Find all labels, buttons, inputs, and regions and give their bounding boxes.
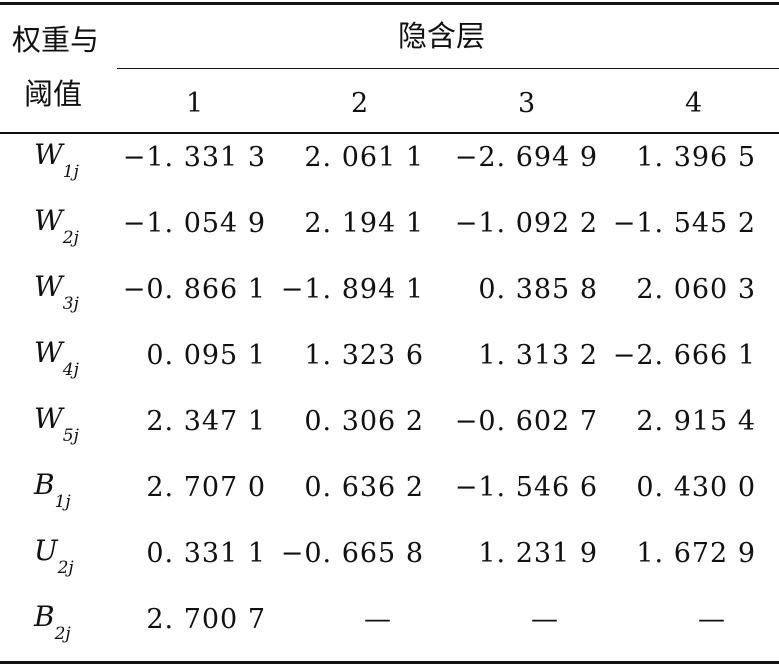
table-cell: −1. 054 9 [122, 208, 266, 239]
table-cell: 0. 430 0 [636, 472, 756, 503]
row-label-subscript: 2j [57, 557, 74, 578]
table-row: B2j 2. 700 7 — — — [0, 596, 779, 662]
header-span-rule [117, 68, 779, 69]
table-cell: 1. 323 6 [304, 340, 424, 371]
column-header-1: 1 [186, 88, 204, 119]
row-label-symbol: W [34, 138, 63, 171]
row-label-subscript: 4j [62, 359, 79, 380]
table-top-rule [0, 2, 779, 5]
row-label: W3j [34, 270, 79, 314]
table-bottom-rule [0, 661, 779, 664]
row-label: W5j [34, 402, 79, 446]
table-cell: −1. 546 6 [454, 472, 598, 503]
row-label: B1j [34, 468, 71, 512]
row-label-subscript: 5j [62, 425, 79, 446]
table-cell: 2. 707 0 [146, 472, 266, 503]
table-row: W3j −0. 866 1 −1. 894 1 0. 385 8 2. 060 3 [0, 266, 779, 332]
table-row: W2j −1. 054 9 2. 194 1 −1. 092 2 −1. 545 2 [0, 200, 779, 266]
row-label: W2j [34, 204, 79, 248]
row-header-line2: 阈值 [24, 77, 83, 111]
table-cell: −1. 331 3 [122, 142, 266, 173]
row-label-symbol: B [34, 468, 55, 501]
row-label: U2j [34, 534, 74, 578]
table-row: W5j 2. 347 1 0. 306 2 −0. 602 7 2. 915 4 [0, 398, 779, 464]
table-cell: — [698, 604, 726, 635]
table-cell: 2. 061 1 [304, 142, 424, 173]
table-cell: −2. 666 1 [612, 340, 756, 371]
row-label-subscript: 2j [62, 227, 79, 248]
row-label-symbol: W [34, 336, 63, 369]
column-header-3: 3 [518, 88, 536, 119]
table-cell: 1. 313 2 [478, 340, 598, 371]
table-row: U2j 0. 331 1 −0. 665 8 1. 231 9 1. 672 9 [0, 530, 779, 596]
row-label: W1j [34, 138, 79, 182]
table-cell: −1. 092 2 [454, 208, 598, 239]
row-label-symbol: W [34, 270, 63, 303]
table-cell: 1. 396 5 [636, 142, 756, 173]
table-cell: 2. 347 1 [146, 406, 266, 437]
row-label: W4j [34, 336, 79, 380]
row-label-symbol: W [34, 402, 63, 435]
row-label: B2j [34, 600, 71, 644]
hidden-layer-header: 隐含层 [398, 19, 486, 53]
row-label-subscript: 3j [62, 293, 79, 314]
table-cell: 0. 306 2 [304, 406, 424, 437]
table-cell: −1. 894 1 [280, 274, 424, 305]
table-row: W1j −1. 331 3 2. 061 1 −2. 694 9 1. 396 5 [0, 134, 779, 200]
table-cell: −0. 665 8 [280, 538, 424, 569]
table-cell: 0. 095 1 [146, 340, 266, 371]
table-cell: 0. 636 2 [304, 472, 424, 503]
table-row: B1j 2. 707 0 0. 636 2 −1. 546 6 0. 430 0 [0, 464, 779, 530]
table-cell: 2. 700 7 [146, 604, 266, 635]
table-cell: 1. 231 9 [478, 538, 598, 569]
row-label-subscript: 2j [54, 623, 71, 644]
table-cell: 2. 194 1 [304, 208, 424, 239]
table-cell: −0. 866 1 [122, 274, 266, 305]
row-label-subscript: 1j [62, 161, 79, 182]
table-cell: 0. 331 1 [146, 538, 266, 569]
table-cell: 1. 672 9 [636, 538, 756, 569]
table-cell: 0. 385 8 [478, 274, 598, 305]
header-bottom-rule [0, 132, 779, 134]
row-label-symbol: W [34, 204, 63, 237]
table-cell: −1. 545 2 [612, 208, 756, 239]
table-cell: −2. 694 9 [454, 142, 598, 173]
table-cell: −0. 602 7 [454, 406, 598, 437]
table-row: W4j 0. 095 1 1. 323 6 1. 313 2 −2. 666 1 [0, 332, 779, 398]
row-label-symbol: U [34, 534, 58, 567]
row-header-line1: 权重与 [12, 23, 100, 57]
table-cell: 2. 915 4 [636, 406, 756, 437]
row-label-symbol: B [34, 600, 55, 633]
table-cell: — [364, 604, 392, 635]
table-cell: 2. 060 3 [636, 274, 756, 305]
column-header-2: 2 [351, 88, 369, 119]
column-header-4: 4 [685, 88, 703, 119]
table-cell: — [531, 604, 559, 635]
row-label-subscript: 1j [54, 491, 71, 512]
